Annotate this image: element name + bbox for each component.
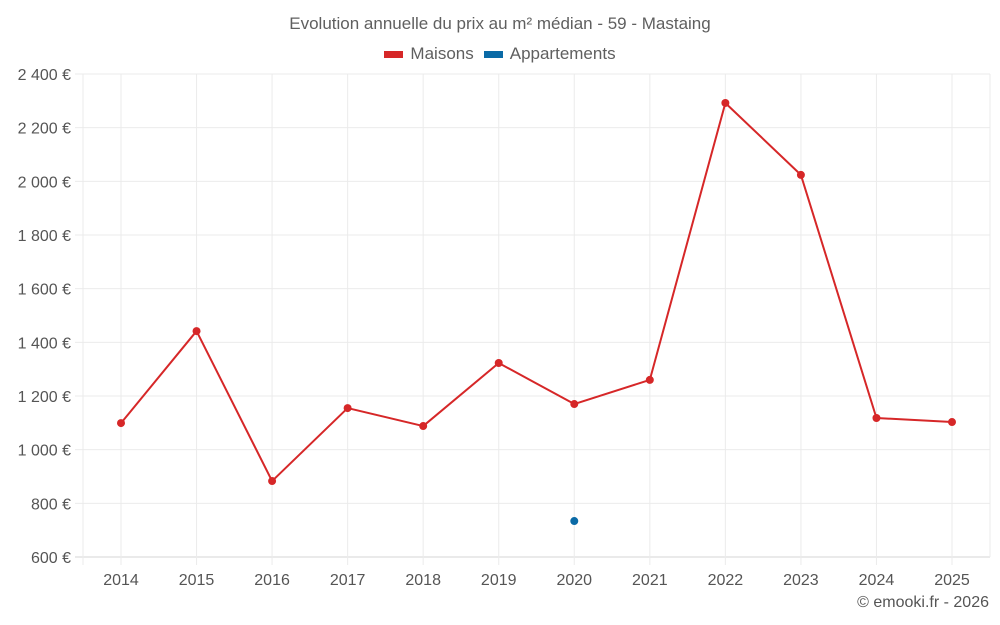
y-tick-label: 2 000 € [18, 174, 71, 191]
appartements-swatch-icon [483, 50, 503, 58]
chart-title: Evolution annuelle du prix au m² médian … [289, 14, 711, 33]
x-tick-label: 2014 [103, 572, 139, 589]
series-line [120, 101, 953, 483]
credit-text: © emooki.fr - 2026 [857, 594, 989, 611]
y-tick-label: 600 € [31, 550, 71, 567]
y-tick-label: 1 800 € [18, 228, 71, 245]
y-tick-label: 2 200 € [18, 121, 71, 138]
data-point[interactable] [343, 404, 352, 413]
data-point[interactable] [721, 98, 730, 107]
y-tick-label: 1 200 € [18, 389, 71, 406]
x-tick-label: 2021 [632, 572, 668, 589]
x-tick-label: 2023 [783, 572, 819, 589]
maisons-swatch-icon [384, 50, 404, 58]
x-tick-label: 2025 [934, 572, 970, 589]
x-tick-label: 2024 [859, 572, 895, 589]
x-tick-label: 2022 [708, 572, 744, 589]
x-tick-label: 2015 [179, 572, 215, 589]
legend-label-maisons: Maisons [410, 44, 474, 63]
x-tick-label: 2018 [405, 572, 441, 589]
y-tick-label: 2 400 € [18, 67, 71, 84]
y-tick-label: 800 € [31, 496, 71, 513]
x-tick-label: 2017 [330, 572, 366, 589]
legend-item-appartements[interactable]: Appartements [483, 44, 616, 64]
y-tick-label: 1 600 € [18, 282, 71, 299]
data-point[interactable] [948, 418, 956, 427]
data-point[interactable] [419, 422, 428, 431]
x-tick-label: 2019 [481, 572, 517, 589]
data-point[interactable] [570, 517, 579, 526]
y-tick-label: 1 000 € [18, 443, 71, 460]
x-tick-label: 2020 [556, 572, 592, 589]
data-point[interactable] [645, 375, 654, 384]
legend-label-appartements: Appartements [509, 44, 616, 63]
legend-item-maisons[interactable]: Maisons [384, 44, 474, 64]
data-point[interactable] [570, 400, 579, 409]
y-tick-label: 1 400 € [18, 335, 71, 352]
data-point[interactable] [872, 414, 881, 423]
data-point[interactable] [117, 419, 125, 428]
data-point[interactable] [796, 170, 805, 179]
series-appartements [570, 517, 579, 526]
series-maisons [117, 98, 956, 486]
legend: Maisons Appartements [0, 44, 1000, 64]
data-point[interactable] [268, 477, 277, 486]
data-point[interactable] [494, 358, 503, 367]
x-tick-label: 2016 [254, 572, 290, 589]
data-point[interactable] [192, 327, 201, 336]
